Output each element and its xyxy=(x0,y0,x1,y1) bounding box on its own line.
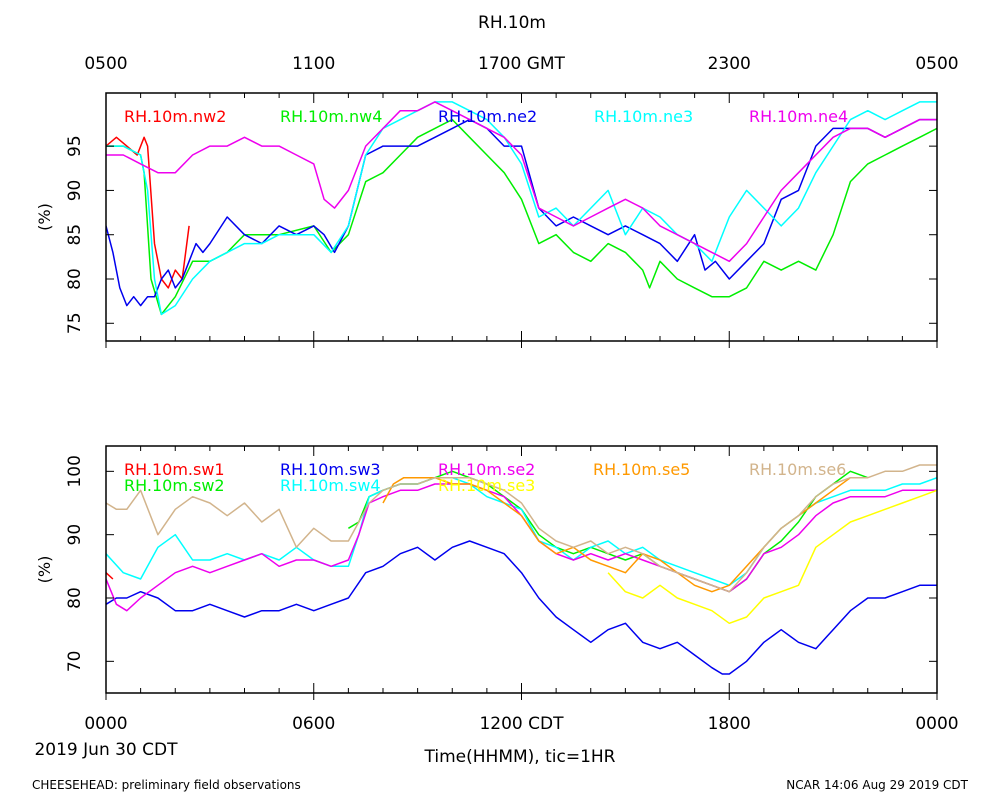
upper-panel: 75 80 85 90 95 (%) RH.10m.nw2 RH.10m.nw4 RH.10m.… xyxy=(35,92,938,348)
bottom-axis-label: 1800 xyxy=(708,714,751,734)
series-line-rh-10m-sw3 xyxy=(106,540,937,675)
top-axis-label: 1100 xyxy=(292,54,335,74)
top-axis-label: 0500 xyxy=(84,54,127,74)
bottom-axis-label: 0000 xyxy=(84,714,127,734)
top-axis-label: 1700 GMT xyxy=(478,54,566,74)
series-line-rh-10m-ne4 xyxy=(106,101,937,263)
legend-entry-rh-10m-se3: RH.10m.se3 xyxy=(438,476,535,495)
x-axis-title: Time(HHMM), tic=1HR xyxy=(424,747,616,767)
series-line-rh-10m-se3 xyxy=(607,489,937,625)
bottom-axis-labels: 0000 0600 1200 CDT 1800 0000 xyxy=(84,714,958,734)
y-tick-label: 75 xyxy=(65,312,85,334)
series-lines xyxy=(106,101,937,316)
legend-entry-rh-10m-se5: RH.10m.se5 xyxy=(593,460,690,479)
legend-entry-rh-10m-nw2: RH.10m.nw2 xyxy=(124,107,226,126)
date-label: 2019 Jun 30 CDT xyxy=(34,740,178,760)
plot-frame xyxy=(105,92,938,342)
y-axis-title: (%) xyxy=(35,556,54,584)
legend-entry-rh-10m-ne3: RH.10m.ne3 xyxy=(594,107,693,126)
series-line-rh-10m-nw2 xyxy=(106,136,190,289)
series-line-rh-10m-se6 xyxy=(106,464,937,593)
y-tick-label: 80 xyxy=(65,268,85,290)
top-axis-label: 2300 xyxy=(708,54,751,74)
y-tick-label: 90 xyxy=(65,524,85,546)
y-axis-title: (%) xyxy=(35,203,54,231)
footer-right: NCAR 14:06 Aug 29 2019 CDT xyxy=(786,778,968,792)
series-line-rh-10m-ne3 xyxy=(106,101,937,316)
bottom-axis-label: 1200 CDT xyxy=(479,714,564,734)
bottom-axis-label: 0600 xyxy=(292,714,335,734)
legend-entry-rh-10m-sw1: RH.10m.sw1 xyxy=(124,460,225,479)
y-tick-label: 80 xyxy=(65,587,85,609)
y-tick-label: 70 xyxy=(65,651,85,673)
legend-entry-rh-10m-ne4: RH.10m.ne4 xyxy=(749,107,848,126)
legend-entry-rh-10m-ne2: RH.10m.ne2 xyxy=(438,107,537,126)
legend-entry-rh-10m-nw4: RH.10m.nw4 xyxy=(280,107,382,126)
chart-title: RH.10m xyxy=(478,13,546,33)
footer-left: CHEESEHEAD: preliminary field observatio… xyxy=(32,778,301,792)
bottom-axis-label: 0000 xyxy=(915,714,958,734)
legend-entry-rh-10m-se2: RH.10m.se2 xyxy=(438,460,535,479)
y-tick-label: 100 xyxy=(65,455,85,487)
legend-entry-rh-10m-sw3: RH.10m.sw3 xyxy=(280,460,381,479)
legend-entry-rh-10m-se6: RH.10m.se6 xyxy=(749,460,846,479)
series-line-rh-10m-ne2 xyxy=(106,118,937,307)
y-tick-label: 90 xyxy=(65,180,85,202)
legend-entry-rh-10m-sw4: RH.10m.sw4 xyxy=(280,476,381,495)
series-line-rh-10m-sw1 xyxy=(106,572,114,580)
top-axis-label: 0500 xyxy=(915,54,958,74)
series-line-rh-10m-se2 xyxy=(106,483,937,612)
legend-entry-rh-10m-sw2: RH.10m.sw2 xyxy=(124,476,225,495)
series-lines xyxy=(106,464,937,675)
top-axis-labels: 0500 1100 1700 GMT 2300 0500 xyxy=(84,54,958,74)
y-tick-label: 85 xyxy=(65,224,85,246)
y-tick-label: 95 xyxy=(65,135,85,157)
